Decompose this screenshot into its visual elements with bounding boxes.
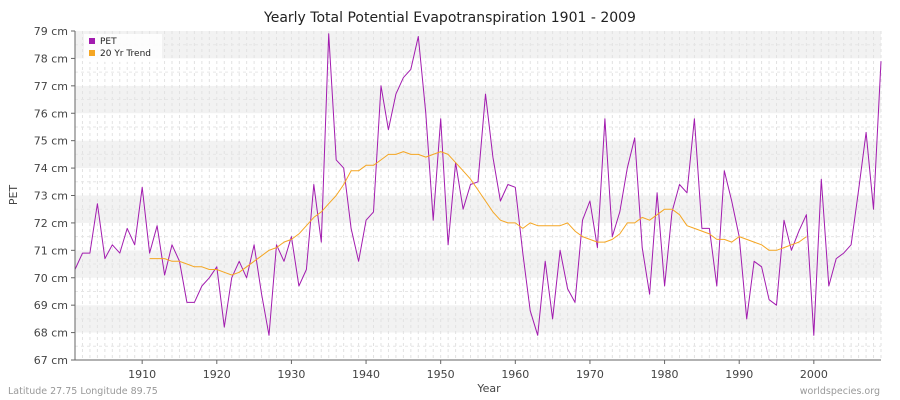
y-tick-label: 76 cm	[34, 107, 68, 120]
legend-swatch-pet	[89, 38, 95, 44]
x-tick-label: 2000	[800, 368, 828, 381]
x-tick-label: 1950	[427, 368, 455, 381]
y-axis-label: PET	[7, 185, 20, 206]
y-tick-label: 77 cm	[34, 80, 68, 93]
y-tick-label: 67 cm	[34, 354, 68, 367]
legend-label-pet: PET	[100, 37, 117, 47]
y-tick-label: 71 cm	[34, 244, 68, 257]
x-axis-label: Year	[476, 382, 501, 395]
x-tick-label: 1920	[203, 368, 231, 381]
y-tick-label: 68 cm	[34, 327, 68, 340]
x-tick-label: 1910	[128, 368, 156, 381]
y-tick-label: 72 cm	[34, 217, 68, 230]
x-tick-label: 1960	[501, 368, 529, 381]
x-tick-label: 1930	[277, 368, 305, 381]
legend-box	[84, 34, 162, 62]
y-tick-label: 78 cm	[34, 52, 68, 65]
y-tick-label: 69 cm	[34, 299, 68, 312]
chart-title: Yearly Total Potential Evapotranspiratio…	[263, 10, 636, 26]
y-tick-label: 79 cm	[34, 25, 68, 38]
x-tick-label: 1940	[352, 368, 380, 381]
legend-swatch-trend	[89, 50, 95, 56]
series-line-pet	[74, 33, 882, 336]
series-layer	[74, 33, 882, 336]
legend: PET 20 Yr Trend	[84, 34, 162, 62]
axes: 67 cm 68 cm 69 cm 70 cm 71 cm 72 cm 73 cm 74 cm…	[34, 25, 881, 381]
x-tick-label: 1990	[725, 368, 753, 381]
legend-label-trend: 20 Yr Trend	[100, 49, 151, 59]
series-line-trend	[149, 151, 807, 276]
x-tick-label: 1970	[576, 368, 604, 381]
y-tick-label: 75 cm	[34, 135, 68, 148]
y-tick-label: 74 cm	[34, 162, 68, 175]
y-tick-label: 73 cm	[34, 190, 68, 203]
gridlines	[74, 31, 882, 360]
x-tick-label: 1980	[651, 368, 679, 381]
footer-source: worldspecies.org	[800, 386, 880, 397]
y-tick-label: 70 cm	[34, 272, 68, 285]
footer-coordinates: Latitude 27.75 Longitude 89.75	[8, 386, 158, 397]
